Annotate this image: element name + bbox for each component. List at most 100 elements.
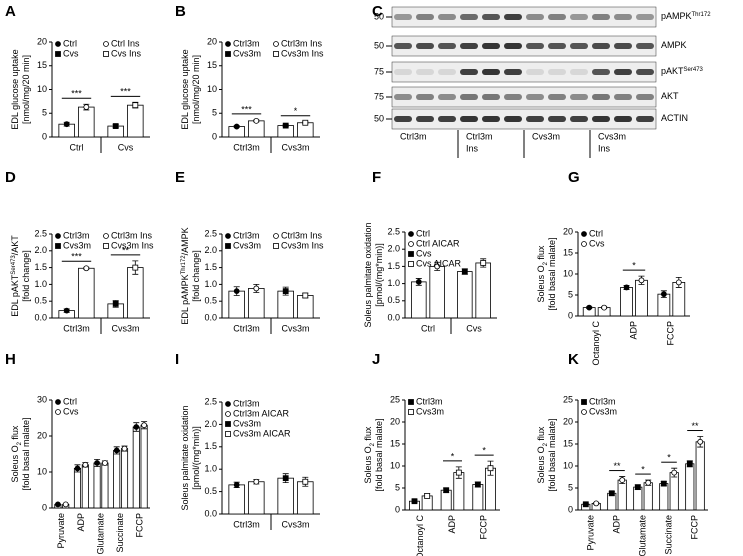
y-tick-label: 25 xyxy=(390,394,400,404)
text-part: flux xyxy=(536,426,546,443)
legend-marker xyxy=(103,41,109,47)
legend-marker xyxy=(411,498,418,505)
text-part: Ser473 xyxy=(11,255,17,275)
legend-marker xyxy=(675,279,682,286)
y-tick-label: 2.0 xyxy=(387,244,400,254)
text-part: pAKT xyxy=(661,66,684,76)
bar xyxy=(635,279,648,317)
legend-marker xyxy=(273,243,279,249)
blot-band xyxy=(526,94,544,100)
x-tick-label: Cvs3m xyxy=(281,323,309,333)
text-part: 2 xyxy=(543,442,549,446)
y-tick-label: 1.5 xyxy=(204,441,217,451)
y-tick-label: 2.0 xyxy=(34,245,47,255)
text-part: Soleus O xyxy=(363,446,373,483)
y-axis-label: [nmol/mg/20 min] xyxy=(191,55,201,124)
legend-marker xyxy=(83,104,90,110)
legend-marker xyxy=(225,243,231,249)
blot-band xyxy=(614,94,632,100)
legend-marker xyxy=(623,284,630,291)
significance-label: *** xyxy=(71,89,82,99)
text-part: Ser473 xyxy=(684,67,704,73)
blot-band xyxy=(548,43,566,49)
legend-marker xyxy=(63,307,70,314)
legend-marker xyxy=(273,41,279,47)
y-tick-label: 5 xyxy=(42,108,47,118)
blot-label: AKT xyxy=(661,91,679,101)
blot-band xyxy=(394,116,412,122)
y-tick-label: 1.5 xyxy=(387,261,400,271)
y-tick-label: 0 xyxy=(395,504,400,514)
blot-band xyxy=(394,69,412,75)
bar xyxy=(633,486,643,511)
text-part: EDL pAKT xyxy=(10,274,20,317)
y-tick-label: 20 xyxy=(207,36,217,46)
legend-marker xyxy=(302,119,309,126)
legend-marker xyxy=(83,265,90,272)
y-tick-label: 15 xyxy=(207,60,217,70)
bar xyxy=(78,106,95,138)
blot-band xyxy=(614,116,632,122)
blot-band xyxy=(592,43,610,49)
text-part: Thr172 xyxy=(181,255,187,275)
blot-band xyxy=(548,69,566,75)
legend-marker xyxy=(233,481,240,488)
bar xyxy=(659,483,669,511)
bar xyxy=(472,484,484,511)
legend-marker xyxy=(225,431,231,437)
legend-marker xyxy=(581,231,587,237)
legend-label: Ctrl3m xyxy=(63,230,90,240)
legend-marker xyxy=(634,484,641,491)
y-tick-label: 0.5 xyxy=(34,296,47,306)
blot-band xyxy=(636,94,654,100)
bar xyxy=(113,449,121,509)
y-tick-label: 1.0 xyxy=(387,278,400,288)
blot-band xyxy=(460,94,478,100)
bar xyxy=(685,463,695,511)
text-part: [fold change] xyxy=(191,250,201,302)
x-tick-label: Ctrl xyxy=(421,323,435,333)
blot-band xyxy=(548,94,566,100)
y-tick-label: 20 xyxy=(563,226,573,236)
y-tick-label: 10 xyxy=(37,84,47,94)
y-axis-label: [fold basal malate] xyxy=(547,237,557,310)
blot-band xyxy=(482,43,500,49)
blot-band xyxy=(504,94,522,100)
y-axis-label: [pmol/(mg*min)] xyxy=(374,243,384,307)
legend-label: Ctrl xyxy=(63,38,77,48)
panel-letter: D xyxy=(5,169,16,186)
legend-marker xyxy=(581,399,587,405)
legend-marker xyxy=(55,409,61,415)
blot-band xyxy=(504,116,522,122)
bar xyxy=(429,265,445,319)
y-tick-label: 0 xyxy=(568,310,573,320)
molecular-weight-marker: 75 xyxy=(374,91,384,101)
bar xyxy=(669,472,679,511)
molecular-weight-marker: 50 xyxy=(374,11,384,21)
blot-band xyxy=(614,43,632,49)
blot-band xyxy=(416,43,434,49)
y-tick-label: 0.5 xyxy=(204,296,217,306)
bar xyxy=(101,462,109,509)
blot-band xyxy=(592,14,610,20)
y-axis-label: [fold change] xyxy=(191,250,201,302)
text-part: Soleus palmitate oxidation xyxy=(180,405,190,510)
significance-label: * xyxy=(451,451,455,461)
legend-label: Ctrl3m xyxy=(233,230,260,240)
x-tick-label: Ctrl xyxy=(70,142,84,152)
x-tick-label: Ctrl3m xyxy=(63,323,90,333)
legend-marker xyxy=(55,51,61,57)
legend-marker xyxy=(55,233,61,239)
legend-marker xyxy=(55,243,61,249)
blot-group-label: Ins xyxy=(466,143,479,153)
text-part: Thr172 xyxy=(692,12,712,18)
legend-marker xyxy=(408,261,414,267)
blot-band xyxy=(636,43,654,49)
y-tick-label: 1.0 xyxy=(204,279,217,289)
text-part: [fold basal malate] xyxy=(547,418,557,491)
y-tick-label: 0.0 xyxy=(204,312,217,322)
y-tick-label: 1.5 xyxy=(204,262,217,272)
legend-marker xyxy=(54,501,61,508)
bar xyxy=(73,467,82,509)
bar xyxy=(620,287,633,317)
